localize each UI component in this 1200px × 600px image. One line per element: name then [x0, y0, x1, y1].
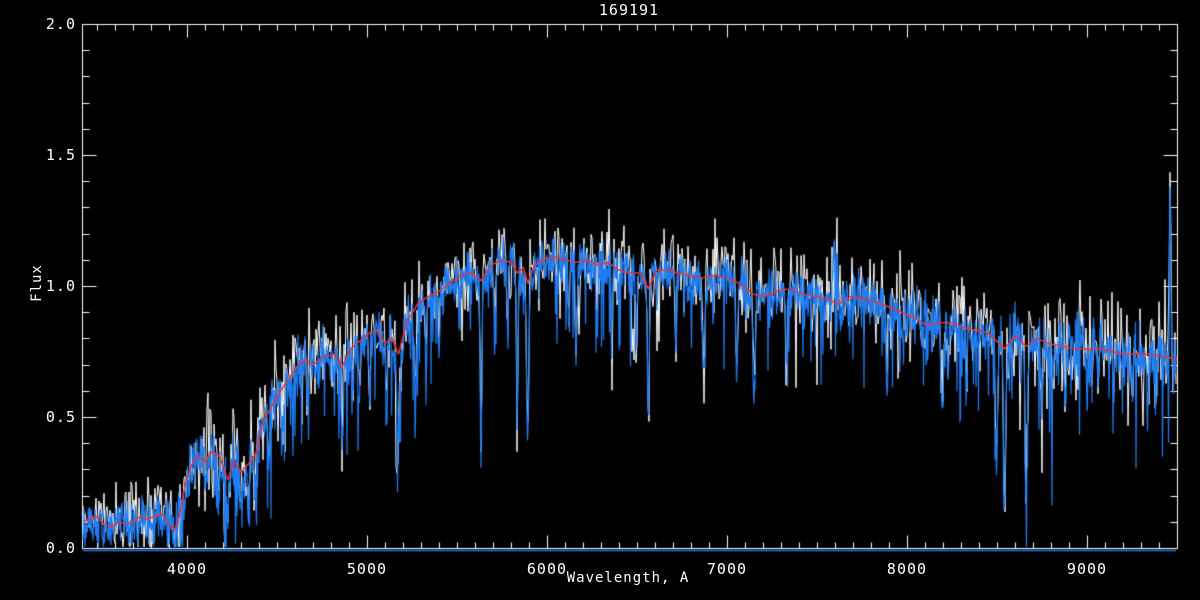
x-tick-label: 8000 [886, 560, 928, 578]
y-tick-label: 0.0 [45, 539, 76, 557]
x-tick-label: 6000 [526, 560, 568, 578]
y-tick-label: 1.5 [45, 146, 76, 164]
x-axis-title: Wavelength, A [566, 570, 690, 586]
x-tick-label: 5000 [346, 560, 388, 578]
plot-title: 169191 [598, 1, 660, 19]
y-tick-label: 0.5 [45, 408, 76, 426]
y-axis-title: Flux [29, 264, 45, 302]
y-tick-label: 2.0 [45, 15, 76, 33]
x-tick-label: 7000 [706, 560, 748, 578]
x-tick-label: 9000 [1066, 560, 1108, 578]
y-tick-label: 1.0 [45, 277, 76, 295]
x-tick-label: 4000 [166, 560, 207, 578]
